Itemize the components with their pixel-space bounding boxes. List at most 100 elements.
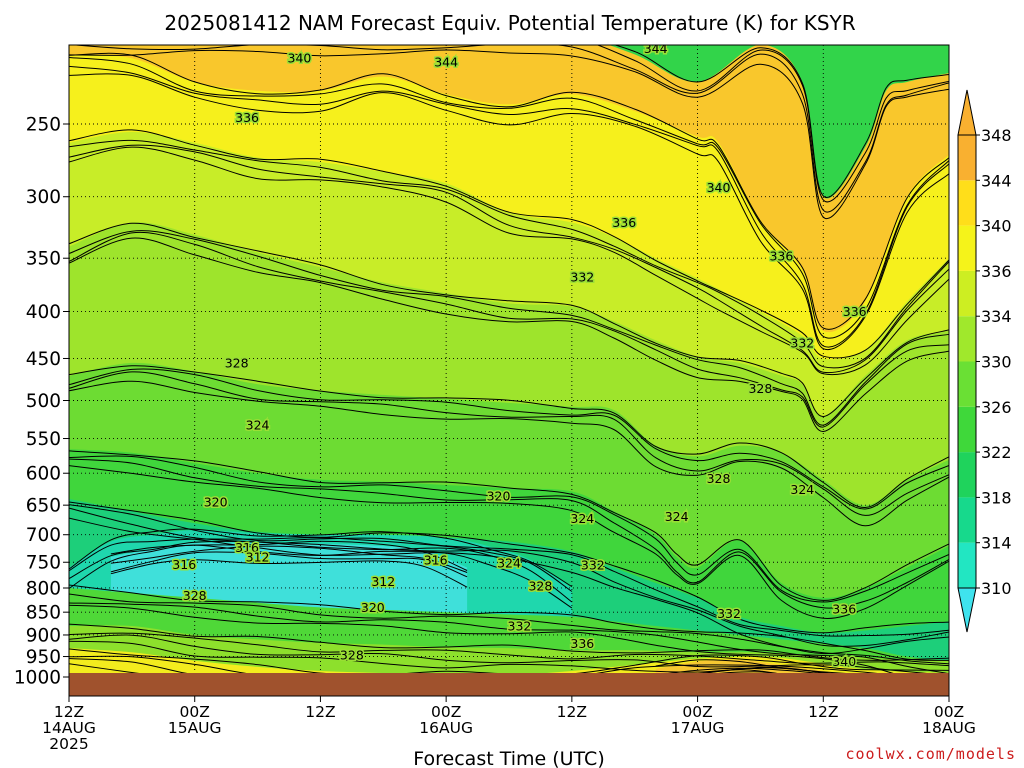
y-tick-label-750: 750	[26, 553, 61, 574]
contour-label-20: 312	[246, 549, 270, 564]
x-tick-label-0-2: 14AUG	[42, 719, 96, 737]
colorbar-segment-4	[958, 361, 976, 407]
contour-label-19: 316	[235, 540, 259, 555]
contour-label-12: 324	[246, 418, 270, 433]
contour-line-341-0	[69, 52, 949, 330]
contour-label-18: 324	[665, 509, 689, 524]
contour-line-327-1	[69, 593, 949, 665]
contour-label-25: 312	[371, 574, 395, 589]
contour-label-22: 316	[172, 557, 196, 572]
contour-label-9: 332	[790, 336, 814, 351]
x-tick-label-0-1: 12Z	[54, 703, 84, 721]
contour-label-15: 320	[204, 495, 228, 510]
contour-label-14: 324	[790, 482, 814, 497]
x-tick-label-24-1: 12Z	[305, 703, 335, 721]
contour-line-345-1	[596, 45, 949, 203]
y-tick-label-500: 500	[26, 391, 61, 412]
contour-line-313-0	[110, 540, 468, 571]
colorbar-segment-9	[958, 135, 976, 181]
contour-line-333-2	[69, 231, 949, 428]
contour-line-327-0	[69, 584, 949, 661]
contour-line-337-2	[69, 144, 949, 374]
x-tick-label-36-2: 16AUG	[419, 719, 473, 737]
colorbar-label-310: 310	[981, 579, 1012, 598]
contour-label-21: 316	[424, 553, 448, 568]
contour-label-28: 320	[361, 600, 385, 615]
colorbar-bottom-triangle	[957, 587, 977, 633]
grid-lines	[69, 45, 949, 696]
contour-label-29: 332	[508, 619, 532, 634]
contour-line-313-3	[110, 559, 468, 588]
colorbar-segment-1	[958, 497, 976, 543]
contour-line-329-0	[69, 365, 949, 509]
contour-label-32: 336	[570, 636, 594, 651]
colorbar-label-314: 314	[981, 534, 1012, 553]
y-tick-label-600: 600	[26, 464, 61, 485]
x-tick-label-48-1: 12Z	[557, 703, 587, 721]
y-tick-label-900: 900	[26, 625, 61, 646]
y-tick-label-1000: 1000	[14, 668, 61, 689]
contour-label-5: 336	[612, 215, 636, 230]
contour-line-333-0	[69, 222, 949, 418]
colorbar: 310 314 318 322 326 330 334 336 340 344 348	[957, 89, 1012, 633]
contour-line-333-3	[69, 237, 949, 433]
y-tick-label-300: 300	[26, 187, 61, 208]
contour-line-321-0	[69, 501, 949, 634]
contour-line-327-2	[69, 602, 949, 675]
contour-line-329-3	[69, 380, 949, 527]
contour-line-344-0	[655, 659, 866, 676]
contour-line-313-1	[110, 545, 468, 573]
x-tick-label-84-1: 00Z	[934, 703, 964, 721]
contour-line-341-1	[69, 57, 949, 339]
y-tick-label-800: 800	[26, 578, 61, 599]
colorbar-segment-3	[958, 406, 976, 453]
contour-label-31: 336	[832, 601, 856, 616]
y-tick-label-650: 650	[26, 496, 61, 517]
colorbar-label-340: 340	[981, 217, 1012, 236]
colorbar-label-326: 326	[981, 398, 1012, 417]
x-tick-label-84-2: 18AUG	[922, 719, 976, 737]
x-tick-label-72-1: 12Z	[808, 703, 838, 721]
plot-frame	[68, 44, 950, 697]
contour-line-345-0	[613, 45, 949, 199]
contour-label-27: 328	[183, 588, 207, 603]
theta-e-contour-lines	[69, 45, 949, 696]
contour-line-333-3	[69, 640, 949, 681]
contour-label-24: 332	[581, 557, 605, 572]
contour-label-7: 332	[570, 270, 594, 285]
contour-label-6: 336	[769, 248, 793, 263]
contour-line-329-1	[69, 368, 949, 510]
colorbar-label-348: 348	[981, 126, 1012, 145]
contour-label-4: 340	[707, 180, 731, 195]
contour-line-313-2	[110, 551, 468, 578]
contour-label-3: 336	[235, 110, 259, 125]
colorbar-segment-8	[958, 180, 976, 226]
contour-label-8: 336	[843, 304, 867, 319]
colorbar-label-334: 334	[981, 307, 1012, 326]
contour-line-325-0	[69, 450, 949, 601]
x-tick-label-0-3: 2025	[49, 735, 88, 753]
ground-below-surface	[69, 673, 949, 696]
y-tick-label-450: 450	[26, 349, 61, 370]
x-tick-label-60-2: 17AUG	[671, 719, 725, 737]
x-axis-title: Forecast Time (UTC)	[413, 748, 604, 768]
contour-label-23: 324	[497, 555, 521, 570]
contour-line-317-2	[69, 540, 573, 603]
contour-line-325-2	[69, 458, 949, 609]
y-tick-label-250: 250	[26, 115, 61, 136]
y-tick-label-950: 950	[26, 647, 61, 668]
contour-line-327-3	[69, 604, 949, 682]
contour-line-333-2	[69, 634, 949, 677]
contour-label-26: 328	[528, 578, 552, 593]
y-tick-label-400: 400	[26, 302, 61, 323]
colorbar-top-triangle	[957, 89, 977, 136]
y-tick-label-350: 350	[26, 249, 61, 270]
contour-line-317-3	[69, 544, 573, 609]
contour-label-33: 328	[340, 647, 364, 662]
x-tick-label-60-1: 00Z	[682, 703, 712, 721]
colorbar-segment-6	[958, 270, 976, 317]
contour-line-325-3	[69, 465, 949, 619]
colorbar-segment-7	[958, 225, 976, 271]
